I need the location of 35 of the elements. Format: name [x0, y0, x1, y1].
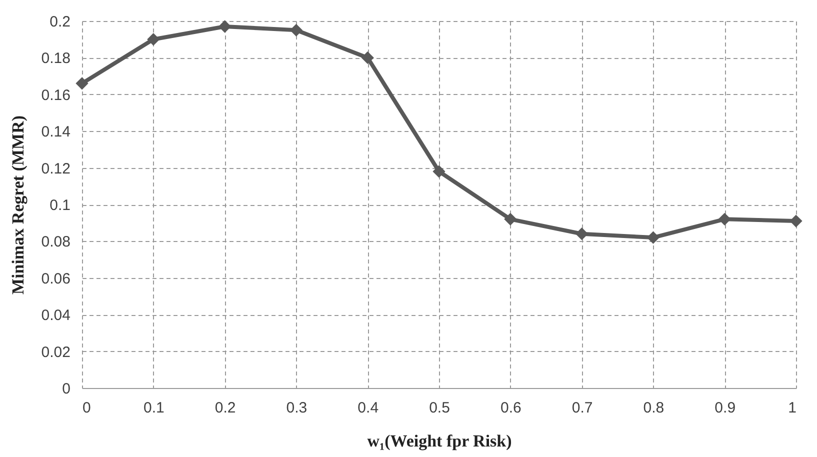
y-tick-label: 0.14 [41, 124, 70, 141]
y-tick-label: 0.18 [41, 50, 70, 68]
point [290, 24, 303, 36]
y-tick-label: 0.02 [41, 344, 70, 361]
x-tick-label: 0.2 [214, 400, 236, 416]
x-tick-label: 0.3 [286, 400, 308, 416]
point [361, 51, 374, 64]
y-tick-label: 0.16 [41, 86, 70, 104]
y-axis-title: Minimax Regret (MMR) [8, 115, 28, 295]
y-tick-label: 0.08 [41, 234, 70, 251]
point [76, 77, 88, 90]
x-tick-label: 0 [82, 400, 91, 416]
y-tick-label: 0.06 [41, 270, 70, 288]
y-tick-label: 0.1 [50, 197, 70, 214]
y-tick-label: 0.04 [41, 307, 70, 324]
point [575, 228, 588, 240]
point [147, 33, 160, 46]
x-tick-label: 0.8 [643, 400, 664, 416]
point [504, 212, 517, 226]
point [218, 20, 232, 33]
x-tick-label: 0.1 [143, 400, 164, 416]
x-tick-label: 0.4 [358, 400, 379, 416]
x-axis-title: w₁(Weight fpr Risk) [367, 432, 512, 450]
point [432, 165, 446, 178]
x-tick-label: 0.5 [429, 400, 450, 416]
x-tick-label: 0.9 [714, 400, 736, 416]
y-tick-label: 0.2 [50, 14, 70, 30]
y-tick-label: 0 [62, 380, 70, 398]
x-tick-label: 1 [788, 400, 796, 416]
x-tick-label: 0.7 [572, 400, 593, 416]
point [718, 212, 731, 226]
point [790, 214, 802, 228]
x-tick-label: 0.6 [500, 400, 522, 416]
y-tick-label: 0.12 [41, 160, 70, 178]
point [646, 231, 660, 244]
